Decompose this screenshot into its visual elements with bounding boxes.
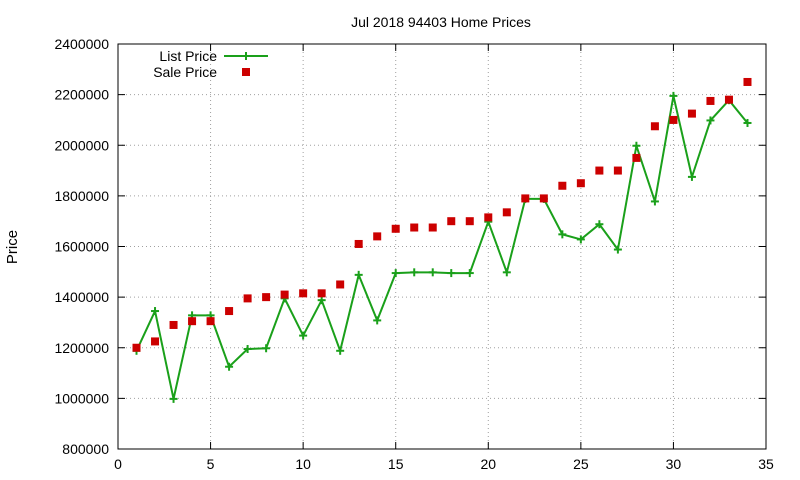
data-point: [743, 77, 752, 86]
data-point: [576, 235, 585, 244]
data-point: [650, 122, 659, 131]
data-point: [447, 269, 456, 278]
data-point: [502, 208, 511, 217]
data-point: [706, 96, 715, 105]
data-point: [243, 345, 252, 354]
data-point: [262, 293, 271, 302]
data-point: [336, 280, 345, 289]
y-axis-label: Price: [4, 230, 21, 264]
data-point: [687, 172, 696, 181]
data-point: [428, 223, 437, 232]
x-tick-label: 35: [758, 456, 774, 472]
data-point: [169, 320, 178, 329]
data-point: [650, 197, 659, 206]
data-point: [669, 115, 678, 124]
data-point: [465, 269, 474, 278]
data-point: [539, 194, 548, 203]
data-point: [632, 153, 641, 162]
axes: 0 5 10 15 20 25 30 35 800000 1000000 1200000 140000…: [54, 36, 774, 472]
data-point: [243, 294, 252, 303]
data-point: [354, 270, 363, 279]
data-point: [299, 289, 308, 298]
data-point: [410, 268, 419, 277]
data-point: [151, 337, 160, 346]
data-point: [484, 213, 493, 222]
data-point: [391, 224, 400, 233]
series-list-price: [132, 91, 752, 403]
data-point: [447, 217, 456, 226]
data-point: [317, 289, 326, 298]
data-point: [576, 179, 585, 188]
data-point: [632, 141, 641, 150]
data-point: [669, 91, 678, 100]
x-tick-label: 0: [114, 456, 122, 472]
data-point: [169, 394, 178, 403]
grid-lines: [118, 44, 766, 449]
y-tick-label: 800000: [62, 441, 109, 457]
data-point: [373, 316, 382, 325]
data-point: [336, 346, 345, 355]
data-point: [188, 317, 197, 326]
y-tick-label: 1000000: [54, 390, 109, 406]
data-point: [151, 307, 160, 316]
y-tick-label: 2000000: [54, 137, 109, 153]
data-point: [428, 268, 437, 277]
x-tick-label: 25: [573, 456, 589, 472]
series-line: [135, 95, 749, 400]
data-point: [317, 296, 326, 305]
y-tick-label: 1600000: [54, 239, 109, 255]
x-tick-label: 5: [207, 456, 215, 472]
data-point: [373, 232, 382, 241]
data-point: [280, 290, 289, 299]
y-tick-label: 1200000: [54, 340, 109, 356]
data-point: [724, 95, 733, 104]
data-point: [521, 194, 530, 203]
y-tick-label: 2400000: [54, 36, 109, 52]
data-point: [706, 116, 715, 125]
legend-label: Sale Price: [153, 64, 217, 80]
data-point: [613, 166, 622, 175]
data-point: [225, 362, 234, 371]
y-tick-label: 1400000: [54, 289, 109, 305]
data-point: [502, 268, 511, 277]
x-tick-label: 10: [295, 456, 311, 472]
series-sale-price: [132, 77, 752, 352]
data-point: [613, 245, 622, 254]
data-point: [354, 239, 363, 248]
data-point: [132, 343, 141, 352]
x-tick-label: 20: [480, 456, 496, 472]
data-point: [465, 217, 474, 226]
x-tick-label: 30: [666, 456, 682, 472]
legend-marker: [242, 52, 250, 60]
legend-marker: [242, 68, 250, 76]
data-point: [410, 223, 419, 232]
plot-series: [132, 77, 752, 403]
data-point: [299, 331, 308, 340]
data-point: [558, 181, 567, 190]
data-point: [225, 307, 234, 316]
data-point: [595, 166, 604, 175]
data-point: [595, 220, 604, 229]
y-tick-label: 1800000: [54, 188, 109, 204]
y-tick-label: 2200000: [54, 87, 109, 103]
data-point: [687, 109, 696, 118]
data-point: [391, 269, 400, 278]
x-tick-label: 15: [388, 456, 404, 472]
legend-label: List Price: [159, 48, 217, 64]
data-point: [206, 317, 215, 326]
data-point: [262, 344, 271, 353]
data-point: [743, 118, 752, 127]
data-point: [558, 230, 567, 239]
chart-title: Jul 2018 94403 Home Prices: [351, 14, 531, 30]
